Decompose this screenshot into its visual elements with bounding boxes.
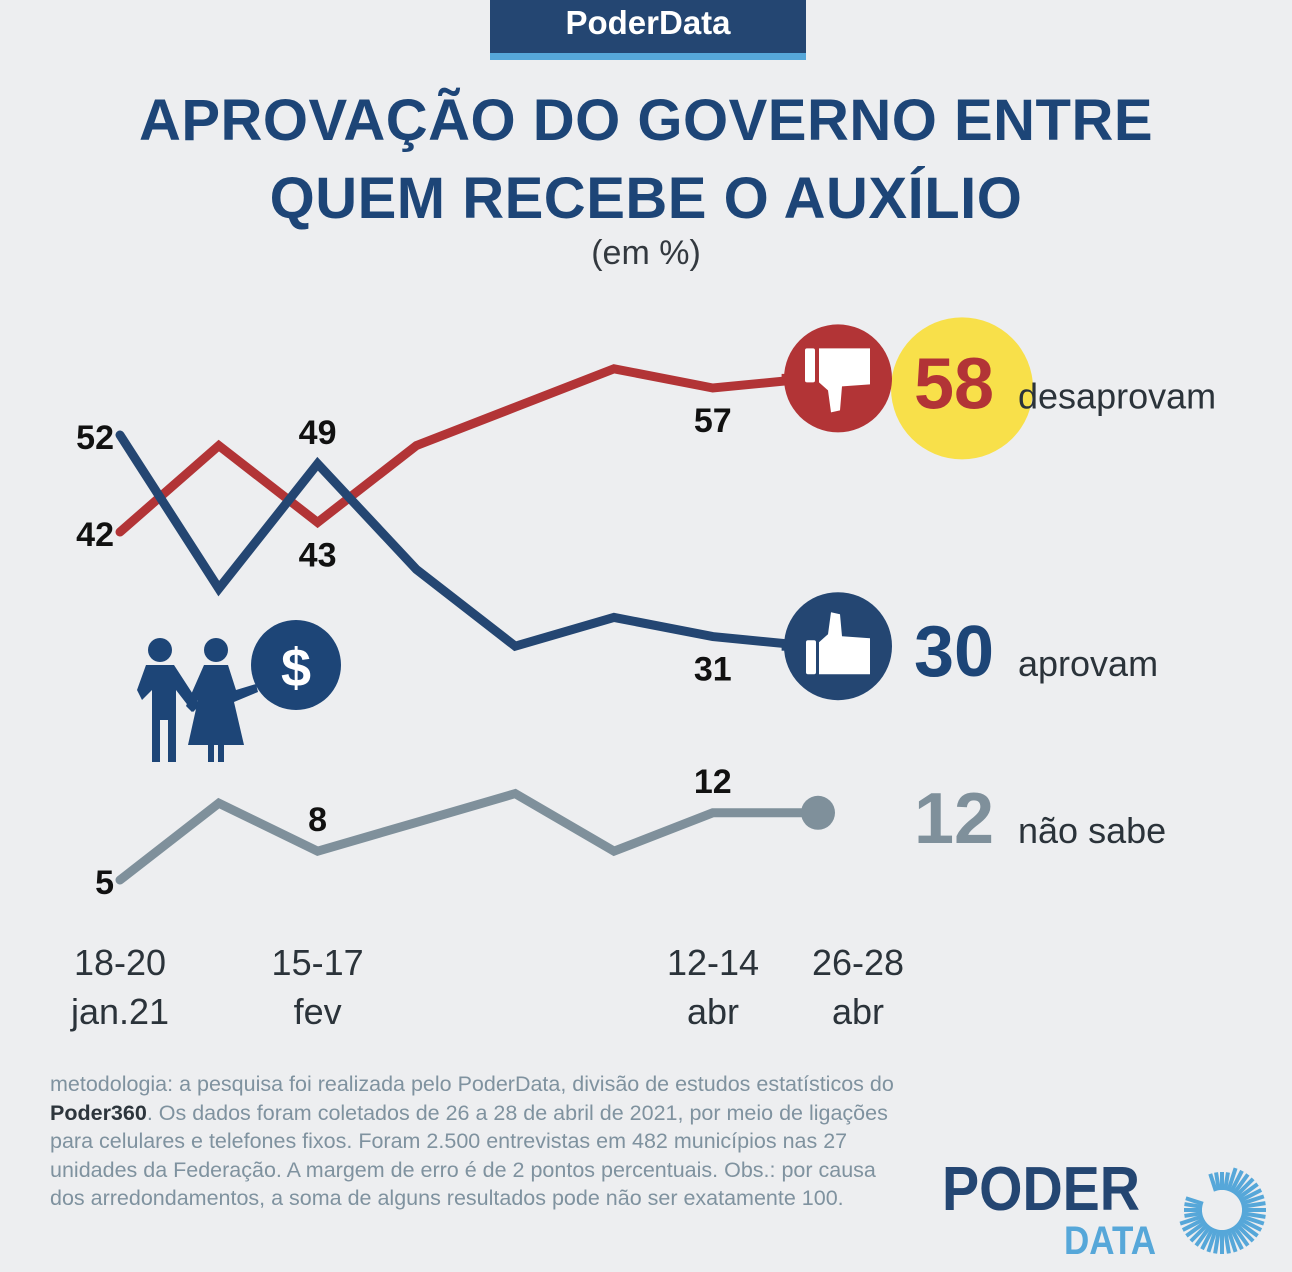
thumbs-up-icon (784, 592, 892, 701)
data-label: 12 (694, 763, 732, 801)
final-value: 58 (914, 344, 994, 424)
data-label: 8 (308, 801, 327, 839)
data-label: 5 (95, 864, 114, 902)
x-tick-label: 18-20 (74, 942, 166, 983)
x-tick-label: 12-14 (667, 942, 759, 983)
x-tick-label: 26-28 (812, 942, 904, 983)
series-line-aprovam (115, 430, 817, 652)
brand-tab: PoderData (490, 0, 806, 60)
x-tick-label: 15-17 (272, 942, 364, 983)
highlight-circle (891, 317, 1033, 460)
x-tick-sublabel: abr (687, 991, 739, 1032)
methodology-brand: Poder360 (50, 1100, 147, 1125)
data-label: 43 (299, 536, 337, 574)
data-label: 31 (694, 651, 732, 689)
chart-title-line1: APROVAÇÃO DO GOVERNO ENTRE (138, 88, 1154, 153)
logo-poder: PODER (942, 1158, 1140, 1224)
brand-label: PoderData (565, 4, 731, 41)
data-label: 42 (76, 516, 114, 554)
x-tick-sublabel: abr (832, 991, 884, 1032)
series-line-desaprovam (115, 364, 817, 537)
sunburst-icon (1179, 1167, 1266, 1254)
chart-title-line2: QUEM RECEBE O AUXÍLIO (269, 166, 1023, 231)
family-money-icon: $ (137, 620, 341, 762)
data-label: 49 (299, 414, 337, 452)
logo-data: DATA (1064, 1219, 1156, 1258)
thumbs-down-icon (784, 324, 892, 433)
final-value: 12 (914, 779, 994, 859)
series-layer (115, 364, 817, 885)
methodology-note: metodologia: a pesquisa foi realizada pe… (50, 1070, 910, 1213)
x-tick-sublabel: jan.21 (70, 991, 169, 1032)
chart-subtitle: (em %) (591, 234, 701, 272)
final-value: 30 (914, 612, 994, 692)
data-label: 52 (76, 419, 114, 457)
final-label: aprovam (1018, 643, 1158, 684)
x-tick-sublabel: fev (294, 991, 342, 1032)
chart-title: APROVAÇÃO DO GOVERNO ENTRE QUEM RECEBE O… (0, 82, 1292, 238)
poderdata-logo: PODER DATA (942, 1158, 1266, 1258)
methodology-text-1: metodologia: a pesquisa foi realizada pe… (50, 1072, 894, 1096)
dot-marker-icon (801, 795, 835, 830)
data-label: 57 (694, 402, 732, 440)
final-label: desaprovam (1018, 375, 1216, 416)
methodology-text-2: . Os dados foram coletados de 26 a 28 de… (50, 1100, 888, 1211)
dollar-symbol: $ (281, 638, 311, 698)
series-line-não-sabe (115, 788, 817, 885)
final-label: não sabe (1018, 810, 1166, 851)
x-axis: 18-20 jan.21 15-17 fev 12-14 abr 26-28 abr (70, 942, 904, 1032)
